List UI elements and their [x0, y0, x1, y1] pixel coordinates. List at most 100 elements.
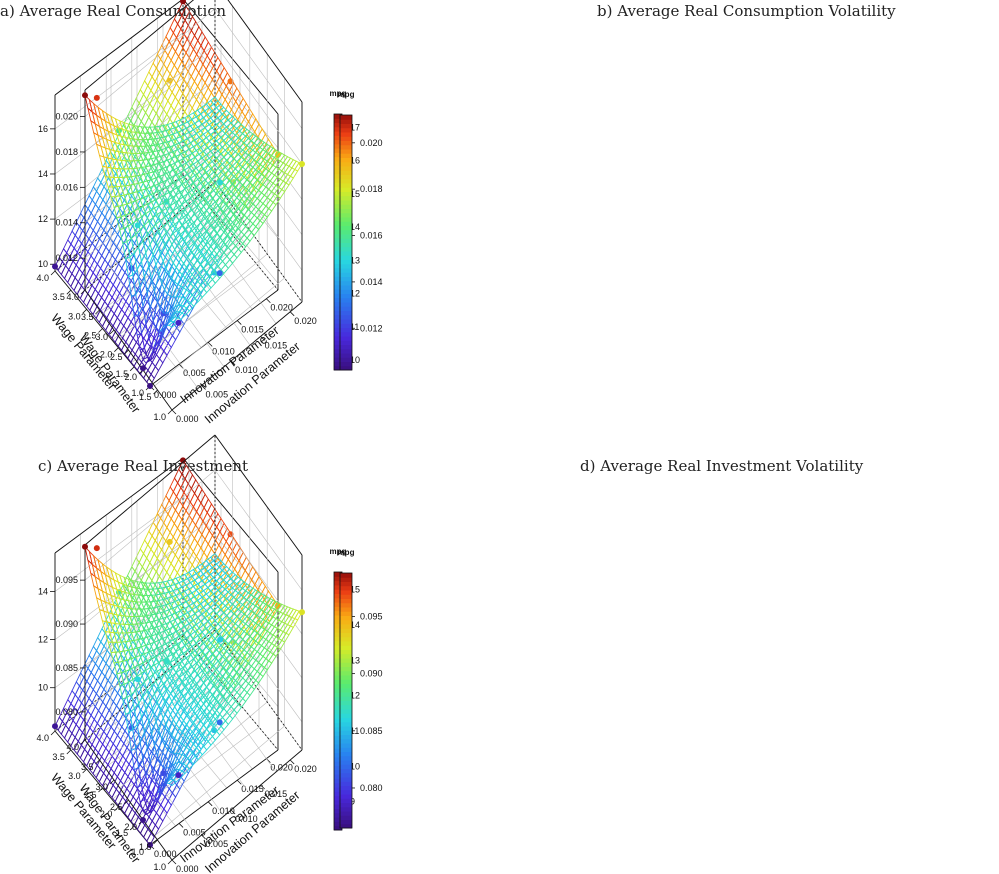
box-grid — [80, 434, 303, 865]
colorbar-segment — [340, 619, 352, 625]
y-tick-label: 4.0 — [66, 742, 79, 752]
floor-gridline — [92, 681, 222, 777]
colorbar-segment — [340, 641, 352, 646]
x-tick-label: 0.000 — [176, 414, 199, 424]
colorbar-segment — [334, 318, 342, 324]
colorbar-segment — [334, 122, 342, 128]
y-tick — [66, 749, 72, 755]
colorbar-segment — [334, 173, 342, 179]
data-point — [166, 77, 173, 84]
colorbar-segment — [334, 812, 342, 818]
colorbar-segment — [340, 263, 352, 269]
colorbar-tick-label: 10 — [350, 761, 360, 771]
z-tick-label: 0.012 — [55, 253, 78, 263]
colorbar-tick-label: 16 — [350, 156, 360, 166]
colorbar: mpg 0.080 0.085 0.090 0.095 — [338, 548, 383, 829]
colorbar-segment — [334, 118, 342, 124]
surface-cell — [139, 539, 149, 555]
colorbar-segment — [334, 765, 342, 771]
x-tick — [260, 784, 265, 790]
colorbar-segment — [340, 772, 352, 778]
colorbar-segment — [340, 212, 352, 218]
colorbar-segment — [340, 153, 352, 158]
colorbar-segment — [334, 683, 342, 689]
colorbar-segment — [334, 782, 342, 788]
data-point — [175, 319, 182, 326]
y-tick — [124, 799, 129, 805]
y-tick-label: 2.5 — [110, 802, 123, 812]
colorbar-segment — [334, 314, 342, 320]
colorbar-segment — [340, 632, 352, 638]
x-tick-label: 0.005 — [206, 389, 229, 399]
colorbar-segment — [334, 615, 342, 620]
top-edge — [227, 0, 303, 103]
colorbar-segment — [334, 250, 342, 256]
y-tick-label: 2.0 — [124, 822, 137, 832]
surface-cell — [173, 468, 183, 484]
colorbar-segment — [340, 208, 352, 214]
chart-a-surface: 101214160.0000.0050.0100.0150.0201.01.52… — [36, 0, 360, 406]
colorbar-segment — [340, 170, 352, 175]
colorbar-segment — [340, 585, 352, 591]
x-tick-label: 0.005 — [183, 827, 206, 837]
x-tick — [171, 859, 177, 865]
x-tick — [230, 360, 236, 366]
colorbar-segment — [334, 610, 342, 616]
colorbar-segment — [334, 593, 342, 599]
x-axis-line — [149, 749, 279, 846]
x-tick-label: 0.000 — [154, 390, 177, 400]
data-point — [140, 365, 146, 372]
colorbar-segment — [340, 806, 352, 812]
colorbar-segment — [334, 718, 342, 723]
colorbar-segment — [340, 357, 352, 362]
colorbar-segment — [340, 268, 352, 273]
back-edge — [214, 629, 303, 751]
colorbar-segment — [334, 233, 342, 239]
colorbar-tick-label: 14 — [350, 620, 360, 630]
colorbar-segment — [334, 804, 342, 809]
colorbar-segment — [334, 335, 342, 341]
y-tick-label: 3.5 — [81, 312, 94, 322]
x-tick — [236, 779, 242, 785]
colorbar-segment — [340, 768, 352, 774]
colorbar-segment — [334, 156, 342, 162]
data-point — [166, 538, 173, 545]
colorbar-segment — [334, 246, 342, 252]
colorbar-segment — [334, 756, 342, 762]
colorbar-segment — [340, 658, 352, 663]
y-tick — [153, 839, 158, 845]
data-point — [216, 270, 223, 277]
x-tick-label: 0.010 — [212, 346, 235, 356]
colorbar-segment — [340, 174, 352, 180]
colorbar-segment — [340, 344, 352, 350]
colorbar-segment — [340, 721, 352, 727]
colorbar-segment — [334, 182, 342, 188]
colorbar-segment — [340, 234, 352, 239]
y-tick-label: 4.0 — [36, 273, 49, 283]
top-edge — [182, 457, 279, 573]
colorbar-segment — [334, 148, 342, 153]
colorbar-segment — [340, 272, 352, 277]
colorbar-segment — [334, 271, 342, 277]
colorbar-segment — [334, 701, 342, 706]
colorbar-tick-label: 0.016 — [360, 231, 383, 241]
colorbar-segment — [334, 696, 342, 702]
colorbar-segment — [340, 225, 352, 231]
data-point — [180, 0, 186, 5]
colorbar-segment — [334, 229, 342, 234]
y-tick — [114, 347, 119, 352]
chart-c-surface: 1012140.0000.0050.0100.0150.0201.01.52.0… — [36, 457, 360, 866]
data-point — [134, 676, 141, 683]
colorbar-segment — [340, 123, 352, 129]
colorbar-segment — [340, 611, 352, 616]
x-axis-line — [171, 301, 303, 411]
colorbar-segment — [334, 761, 342, 766]
floor-gridline — [136, 246, 225, 367]
colorbar-frame — [339, 114, 353, 371]
colorbar-segment — [334, 808, 342, 814]
x-tick — [266, 298, 271, 304]
colorbar-segment — [334, 735, 342, 741]
y-tick-label: 3.5 — [81, 762, 94, 772]
colorbar-segment — [334, 606, 342, 612]
colorbar-segment — [340, 777, 352, 782]
